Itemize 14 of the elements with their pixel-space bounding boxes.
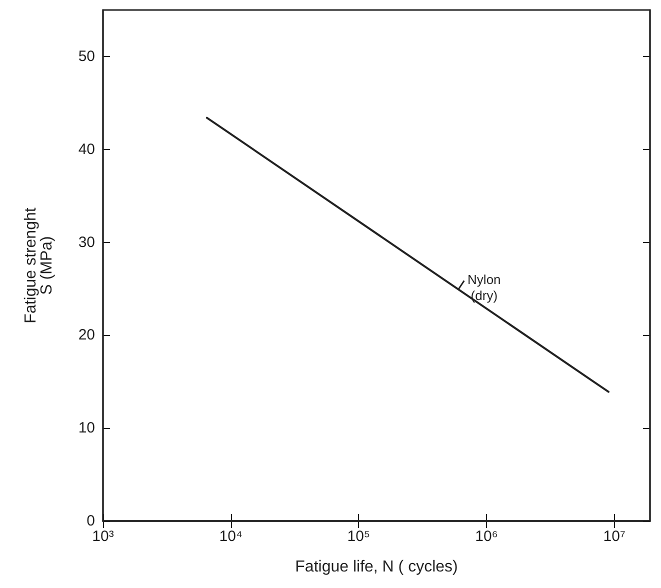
x-tick-label: 10⁷ xyxy=(603,528,626,545)
x-tick-label: 10³ xyxy=(92,528,114,545)
y-tick-label: 0 xyxy=(86,512,95,530)
y-tick-label: 10 xyxy=(78,420,95,437)
x-tick-label: 10⁵ xyxy=(347,528,370,545)
y-tick-label: 50 xyxy=(78,48,95,65)
y-axis-title: Fatigue strenght S (MPa) xyxy=(22,207,56,324)
x-axis-title: Fatigue life, N ( cycles) xyxy=(295,558,458,576)
x-tick-label: 10⁶ xyxy=(475,528,498,545)
y-tick-label: 40 xyxy=(78,140,95,158)
y-tick-label: 20 xyxy=(78,326,95,344)
x-tick-label: 10⁴ xyxy=(219,528,242,545)
y-tick-label: 30 xyxy=(78,234,95,251)
annotation: Nylon (dry) xyxy=(468,272,501,304)
